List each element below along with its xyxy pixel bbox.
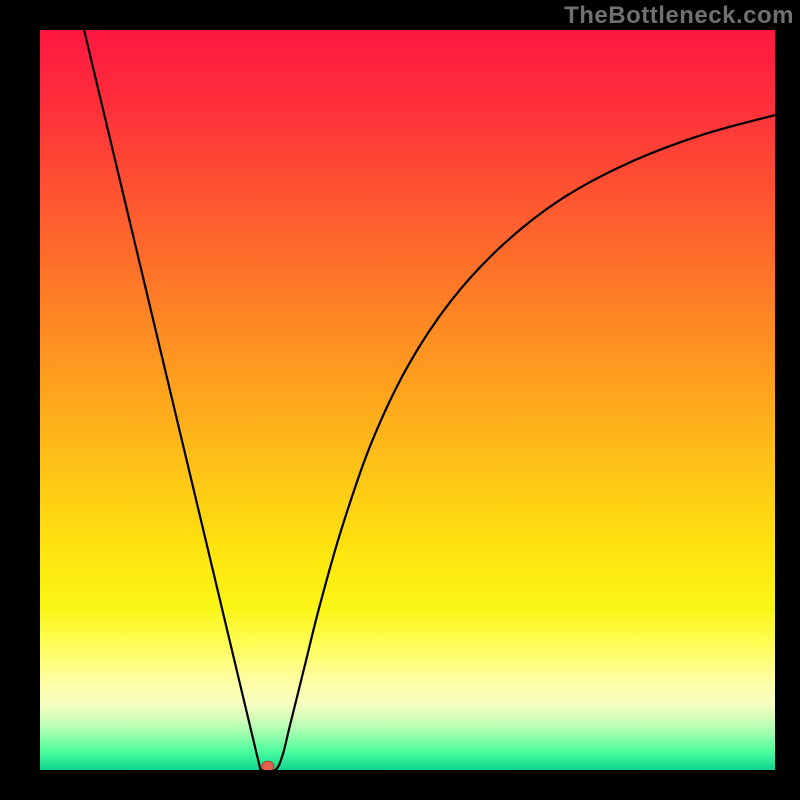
plot-area [40, 30, 775, 770]
plot-svg [40, 30, 775, 770]
plot-background [40, 30, 775, 770]
min-marker [262, 761, 274, 770]
watermark-label: TheBottleneck.com [564, 0, 800, 30]
chart-outer: TheBottleneck.com [0, 0, 800, 800]
